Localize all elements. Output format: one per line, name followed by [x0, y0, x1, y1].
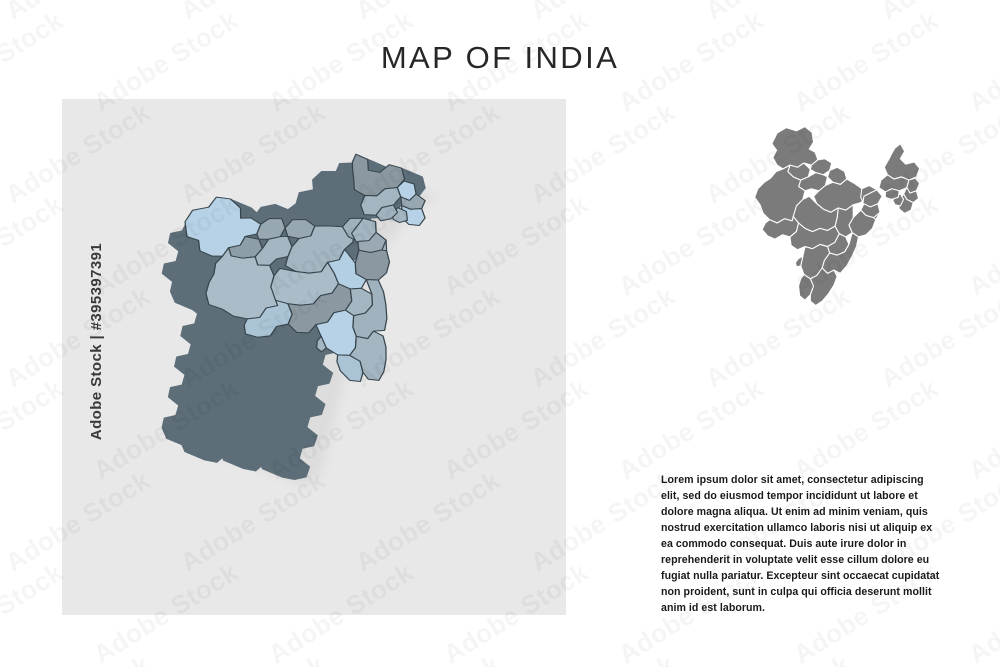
watermark-text: Adobe Stock	[0, 649, 156, 667]
watermark-text: Adobe Stock	[963, 557, 1000, 667]
watermark-text: Adobe Stock	[525, 649, 681, 667]
isometric-india-map	[62, 102, 566, 613]
region-goa	[315, 335, 327, 353]
watermark-text: Adobe Stock	[963, 189, 1000, 302]
stock-watermark-id: Adobe Stock | #395397391	[88, 242, 106, 441]
reference-india-map	[645, 118, 935, 418]
ref-region-tamil-nadu	[809, 267, 838, 307]
ref-region-meghalaya	[884, 188, 900, 200]
watermark-text: Adobe Stock	[700, 0, 856, 26]
watermark-text: Adobe Stock	[175, 0, 331, 26]
description-paragraph: Lorem ipsum dolor sit amet, consectetur …	[661, 473, 940, 615]
watermark-text: Adobe Stock	[175, 649, 331, 667]
page-title: MAP OF INDIA	[380, 40, 620, 75]
watermark-text: Adobe Stock	[0, 0, 156, 26]
ref-region-jammu-and-kashmir	[771, 126, 819, 170]
watermark-text: Adobe Stock	[0, 557, 69, 667]
watermark-text: Adobe Stock	[875, 649, 1000, 667]
region-tamil-nadu	[349, 330, 387, 381]
watermark-text: Adobe Stock	[875, 0, 1000, 26]
watermark-text: Adobe Stock	[963, 373, 1000, 486]
ref-region-goa	[794, 255, 804, 268]
main-map-container	[62, 99, 566, 615]
watermark-text: Adobe Stock	[700, 649, 856, 667]
watermark-text: Adobe Stock	[350, 649, 506, 667]
watermark-text: Adobe Stock	[350, 0, 506, 26]
ref-region-arunachal-pradesh	[883, 143, 921, 181]
watermark-text: Adobe Stock	[525, 0, 681, 26]
region-meghalaya	[375, 204, 399, 222]
watermark-text: Adobe Stock	[0, 373, 69, 486]
watermark-text: Adobe Stock	[0, 189, 69, 302]
